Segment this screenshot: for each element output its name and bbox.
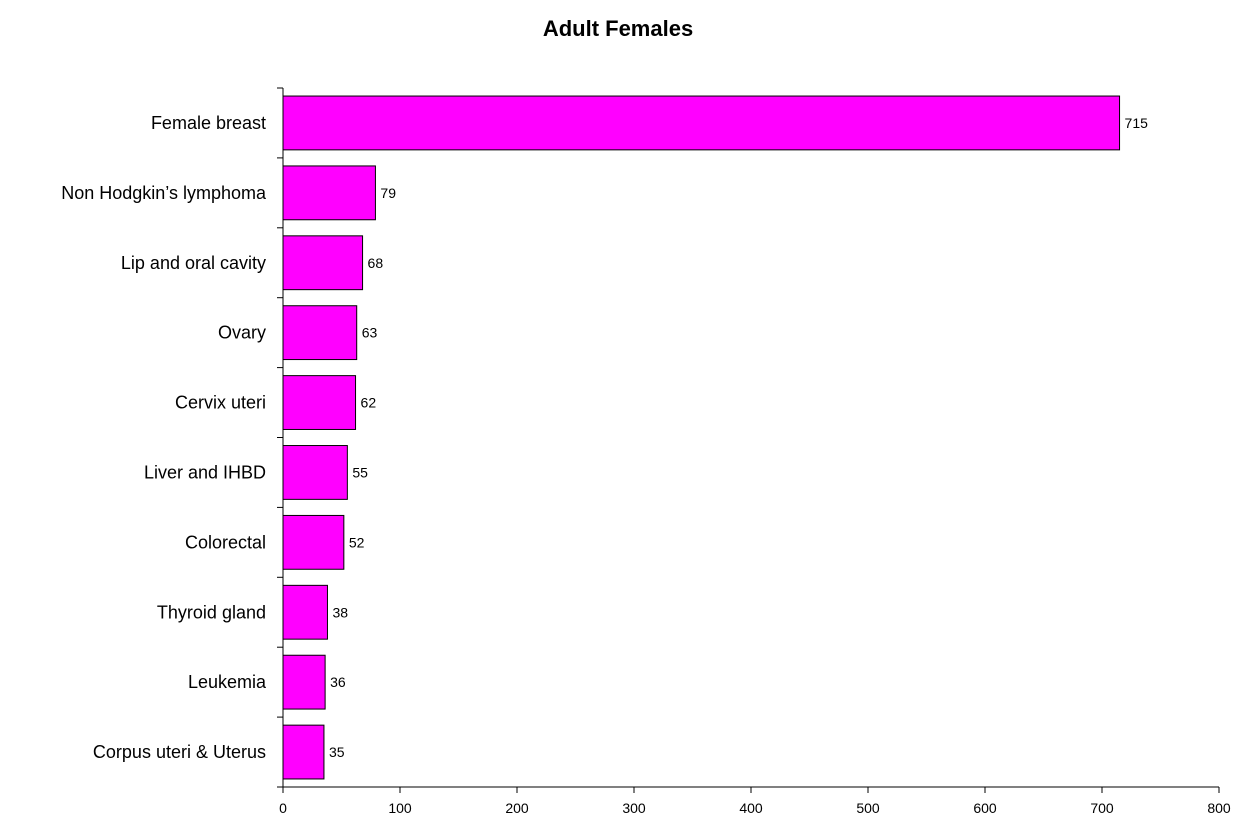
value-labels-group: 715 79 68 63 62 55 52 38 36 35 — [329, 115, 1148, 760]
x-tick-label: 100 — [388, 800, 412, 816]
category-label: Colorectal — [185, 532, 266, 552]
category-label: Female breast — [151, 113, 266, 133]
bar — [282, 305, 358, 361]
bar — [282, 95, 1121, 151]
bar-value-label: 36 — [330, 674, 346, 690]
bar — [282, 724, 325, 780]
bars-group — [282, 95, 1121, 780]
bar — [282, 445, 348, 500]
x-tick-label: 800 — [1207, 800, 1231, 816]
x-tick-label: 600 — [973, 800, 997, 816]
bar — [282, 584, 328, 640]
x-tick-label: 300 — [622, 800, 646, 816]
x-tick-label: 500 — [856, 800, 880, 816]
bar-value-label: 68 — [368, 255, 384, 271]
bar-value-label: 52 — [349, 534, 365, 550]
x-tick-label: 700 — [1090, 800, 1114, 816]
bar — [282, 654, 326, 710]
bar-value-label: 79 — [380, 185, 396, 201]
chart-title: Adult Females — [542, 16, 694, 41]
bar — [282, 165, 376, 221]
bar-value-label: 715 — [1125, 115, 1149, 131]
category-label: Ovary — [218, 323, 266, 343]
bar-value-label: 63 — [362, 325, 378, 341]
bar — [282, 375, 357, 430]
category-label: Leukemia — [188, 672, 267, 692]
x-tick-label: 0 — [279, 800, 287, 816]
bar — [282, 514, 345, 570]
bar-value-label: 62 — [361, 395, 377, 411]
bar-value-label: 38 — [332, 604, 348, 620]
bar-value-label: 35 — [329, 744, 345, 760]
x-tick-label: 200 — [505, 800, 529, 816]
category-label: Non Hodgkin’s lymphoma — [61, 183, 267, 203]
y-axis — [277, 87, 284, 788]
category-label: Thyroid gland — [157, 602, 266, 622]
x-axis: 0 100 200 300 400 500 600 700 800 — [279, 786, 1231, 816]
category-label: Cervix uteri — [175, 393, 266, 413]
category-label: Lip and oral cavity — [121, 253, 266, 273]
category-labels-group: Female breast Non Hodgkin’s lymphoma Lip a… — [61, 113, 267, 762]
bar — [282, 235, 364, 291]
bar-value-label: 55 — [352, 464, 368, 480]
category-label: Corpus uteri & Uterus — [93, 742, 266, 762]
category-label: Liver and IHBD — [144, 462, 266, 482]
x-tick-label: 400 — [739, 800, 763, 816]
